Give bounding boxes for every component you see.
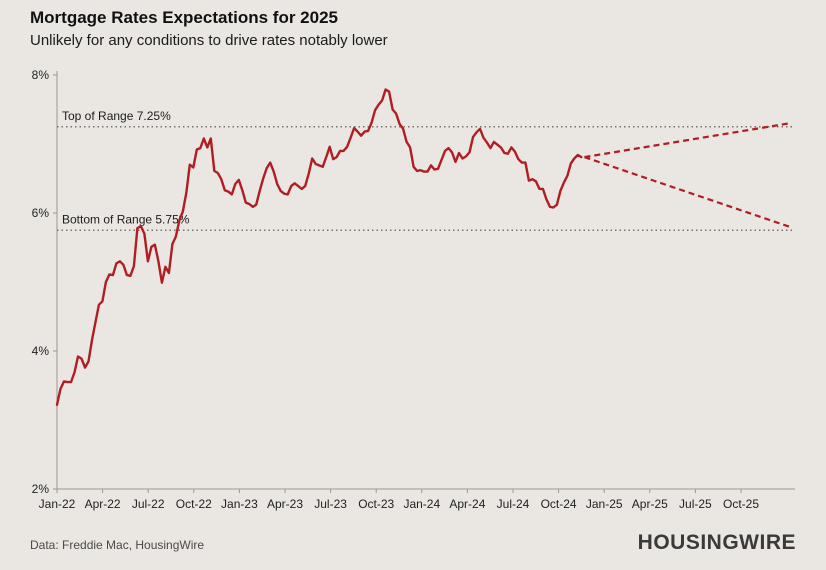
x-axis-tick-label: Oct-24 — [541, 497, 577, 511]
x-axis-tick-label: Oct-25 — [723, 497, 759, 511]
x-axis-tick-label: Jul-22 — [132, 497, 165, 511]
y-axis-tick-label: 2% — [32, 482, 50, 496]
reference-line-label-bottom-of-range: Bottom of Range 5.75% — [62, 212, 190, 226]
y-axis-tick-label: 4% — [32, 344, 50, 358]
housingwire-logo: HOUSINGWIRE — [637, 531, 796, 554]
y-axis-tick-label: 8% — [32, 68, 50, 82]
reference-line-label-top-of-range: Top of Range 7.25% — [62, 109, 171, 123]
projection-lower-expectation — [584, 156, 790, 228]
x-axis-tick-label: Jan-23 — [221, 497, 258, 511]
mortgage-rate-line — [55, 88, 583, 406]
x-axis-tick-label: Jul-23 — [314, 497, 347, 511]
x-axis-tick-label: Oct-23 — [358, 497, 394, 511]
x-axis-tick-label: Apr-22 — [85, 497, 121, 511]
x-axis-tick-label: Oct-22 — [176, 497, 212, 511]
projection-upper-expectation — [584, 122, 790, 159]
x-axis-tick-label: Apr-24 — [449, 497, 485, 511]
x-axis-tick-label: Jul-25 — [679, 497, 712, 511]
chart-subtitle: Unlikely for any conditions to drive rat… — [30, 32, 388, 49]
x-axis-tick-label: Jan-22 — [39, 497, 76, 511]
x-axis-tick-label: Apr-25 — [632, 497, 668, 511]
chart-title: Mortgage Rates Expectations for 2025 — [30, 8, 338, 27]
x-axis-tick-label: Jan-24 — [403, 497, 440, 511]
x-axis-tick-label: Apr-23 — [267, 497, 303, 511]
x-axis-tick-label: Jul-24 — [497, 497, 530, 511]
data-source-note: Data: Freddie Mac, HousingWire — [30, 538, 205, 552]
x-axis-tick-label: Jan-25 — [586, 497, 623, 511]
y-axis-tick-label: 6% — [32, 206, 50, 220]
